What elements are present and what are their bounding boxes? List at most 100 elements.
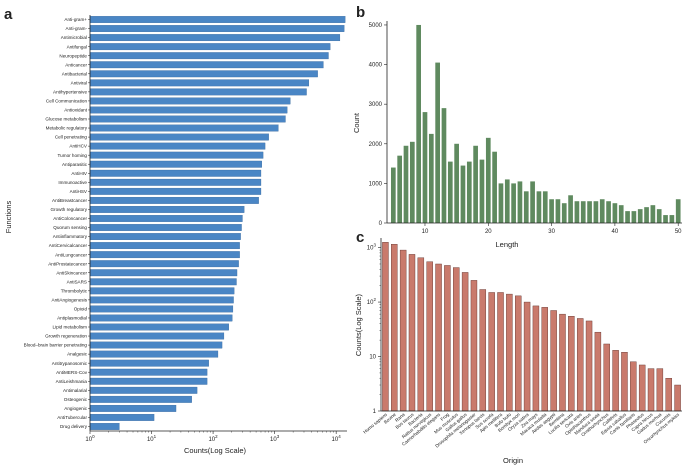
bar-length-21 xyxy=(492,151,497,223)
panel-b-length-histogram: 0 1000 2000 3000 4000 5000 10 20 30 40 50 xyxy=(369,21,682,235)
bar-Analgesic xyxy=(89,350,219,358)
y-tick-label-1000: 1000 xyxy=(369,181,383,187)
bar-length-7 xyxy=(403,145,409,223)
bar-AntiColoncancer xyxy=(89,215,243,222)
y-tick-label-Antiplasmodial: Antiplasmodial xyxy=(57,316,87,321)
bar-AntiHCV xyxy=(89,142,266,150)
y-tick-label-Immunoactive: Immunoactive xyxy=(58,180,87,185)
panel-a-letter: a xyxy=(4,6,13,23)
y-tick-label-Opioid: Opioid xyxy=(74,307,88,312)
bar-Quorum sensing xyxy=(89,224,242,231)
bar-Ornithorhynchus xyxy=(603,343,610,412)
y-tick-label-Cell penetrating: Cell penetrating xyxy=(55,135,88,140)
bar-length-16 xyxy=(460,165,466,223)
bar-Growth regeneration xyxy=(89,332,225,340)
y-tick-label-Anticancer: Anticancer xyxy=(65,62,87,67)
bar-Gallus gallus xyxy=(461,272,469,412)
bar-AntiMERS-Cov xyxy=(89,368,208,376)
y-tick-label-0: 1 xyxy=(373,409,377,415)
bar-Cell Communication xyxy=(89,97,291,105)
bar-AntiHIV xyxy=(89,169,262,177)
bar-AntiAngiogenesis xyxy=(89,296,234,304)
bar-length-8 xyxy=(409,141,415,223)
bar-Antitrypanosomic xyxy=(89,359,209,367)
bar-Macaca mulatta xyxy=(541,307,548,412)
bar-length-34 xyxy=(574,201,580,223)
bar-length-39 xyxy=(606,201,611,223)
bar-Homo sapiens xyxy=(382,242,389,412)
y-tick-label-Antiviral: Antiviral xyxy=(71,80,87,85)
y-tick-label-Antitrypanosomic: Antitrypanosomic xyxy=(52,361,88,366)
y-tick-label-AntiLungcancer: AntiLungcancer xyxy=(55,252,87,257)
bar-Equus caballus xyxy=(621,352,628,412)
y-tick-label-Antioxidant: Antioxidant xyxy=(64,108,87,113)
bar-length-36 xyxy=(587,201,592,223)
panel-c-ylabel: Counts(Log Scale) xyxy=(354,293,363,356)
y-tick-label-AntiMERS-Cov: AntiMERS-Cov xyxy=(56,370,88,375)
panel-b-xlabel: Length xyxy=(496,240,519,249)
bar-length-26 xyxy=(523,191,529,223)
bar-Cell penetrating xyxy=(89,133,269,141)
bar-Blood–brain barrier penetrating xyxy=(89,341,223,349)
panel-a-horizontal-bar-chart: Anti-gram+ Anti-gram- Antimicrobial Antifun… xyxy=(24,15,347,443)
bar-Osteogenic xyxy=(89,395,192,403)
x-tick-label-10: 10 xyxy=(422,229,429,235)
y-tick-label-AntiSkincancer: AntiSkincancer xyxy=(56,270,87,275)
y-tick-label-3000: 3000 xyxy=(369,102,383,108)
bar-length-22 xyxy=(498,183,504,223)
y-tick-label-AntiBreastcancer: AntiBreastcancer xyxy=(52,198,87,203)
bar-length-29 xyxy=(542,191,548,223)
bar-length-46 xyxy=(650,205,656,223)
y-tick-label-Antimicrobial: Antimicrobial xyxy=(61,35,87,40)
bar-length-19 xyxy=(479,159,485,223)
bar-Antiplasmodial xyxy=(89,314,233,322)
bar-length-10 xyxy=(422,112,428,223)
bar-Antimicrobial xyxy=(89,34,341,42)
y-tick-label-Anti-gram+: Anti-gram+ xyxy=(64,17,87,22)
bar-length-23 xyxy=(504,179,510,223)
bar-length-32 xyxy=(561,203,567,223)
bar-Opisthacanthus xyxy=(585,320,593,412)
bar-AntiBreastcancer xyxy=(89,196,259,204)
bar-Drug delivery xyxy=(89,423,120,430)
x-tick-label-Frog: Frog xyxy=(440,412,451,422)
bar-length-43 xyxy=(631,211,637,223)
bar-AntiLungcancer xyxy=(89,251,240,259)
x-tick-label-40: 40 xyxy=(612,229,619,235)
panel-a-xlabel: Counts(Log Scale) xyxy=(184,446,247,455)
panel-b-letter: b xyxy=(356,4,365,21)
y-tick-label-Neuropeptide: Neuropeptide xyxy=(59,53,87,58)
y-tick-label-Blood–brain barrier penetrating: Blood–brain barrier penetrating xyxy=(24,343,88,348)
bar-Antifungal xyxy=(89,43,331,51)
bar-length-27 xyxy=(530,181,535,223)
bar-Antiparasitic xyxy=(89,160,262,168)
y-tick-label-AntiHSV: AntiHSV xyxy=(70,189,88,194)
bar-Rattus norvegicus xyxy=(426,261,433,412)
y-tick-label-1: 10 xyxy=(369,355,376,361)
bar-AntiProstatecancer xyxy=(89,260,239,268)
x-tick-label-20: 20 xyxy=(485,229,492,235)
y-tick-label-Antihypertensive: Antihypertensive xyxy=(53,89,87,94)
y-tick-label-Tumor homing: Tumor homing xyxy=(58,153,88,158)
bar-length-9 xyxy=(416,24,421,223)
bar-Bovine xyxy=(391,244,398,412)
bar-Glucose metabolism xyxy=(89,115,286,123)
y-tick-label-Antiinflammatory: Antiinflammatory xyxy=(53,234,88,239)
y-tick-label-Analgesic: Analgesic xyxy=(67,352,88,357)
bar-Manduca sexta xyxy=(594,331,602,412)
bar-Frog xyxy=(444,265,451,412)
bar-AntiTubercular xyxy=(89,414,155,421)
y-tick-label-Angiogenic: Angiogenic xyxy=(64,406,87,411)
y-tick-label-Antiparasitic: Antiparasitic xyxy=(62,162,88,167)
bar-length-30 xyxy=(549,199,554,223)
bar-length-42 xyxy=(625,211,630,223)
bar-Antiinflammatory xyxy=(89,233,241,240)
bar-Cucumis xyxy=(665,378,672,412)
bar-AntiSkincancer xyxy=(89,269,238,277)
bar-length-47 xyxy=(656,209,662,223)
bar-Bufo bufo xyxy=(506,293,513,412)
bar-length-35 xyxy=(580,201,586,223)
bar-length-44 xyxy=(637,209,643,223)
